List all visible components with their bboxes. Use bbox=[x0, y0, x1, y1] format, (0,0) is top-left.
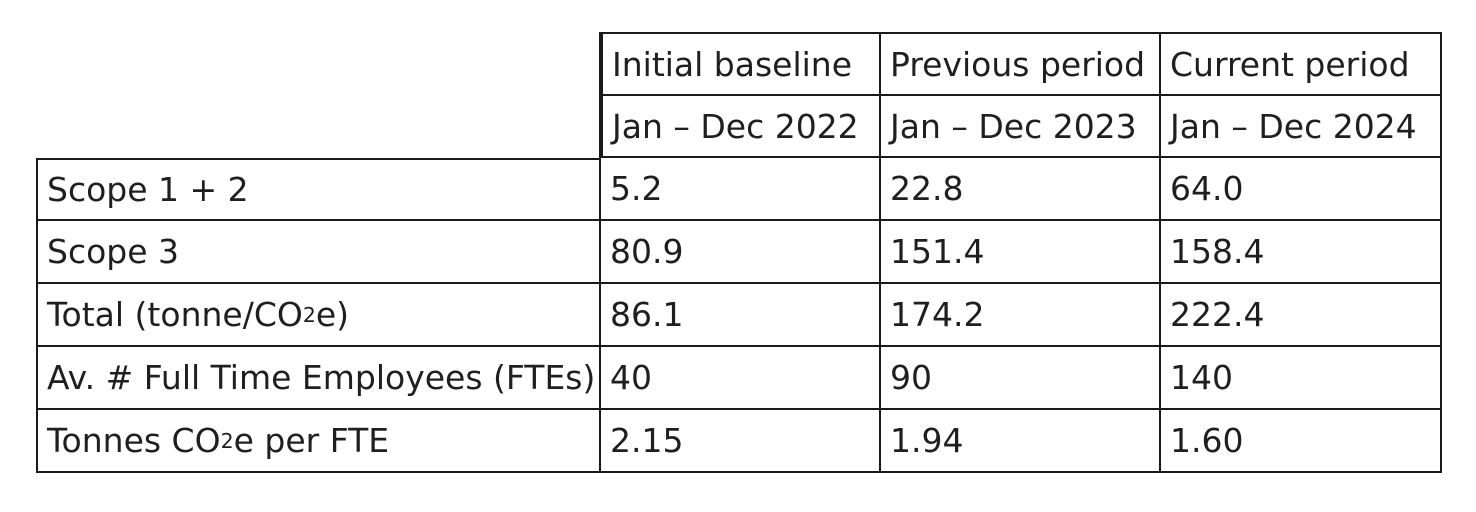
row-label-per-fte-suffix: e per FTE bbox=[233, 421, 390, 460]
cell-total-baseline: 86.1 bbox=[601, 284, 881, 347]
cell-scope-1-2-current: 64.0 bbox=[1161, 158, 1442, 221]
row-label-scope-1-2: Scope 1 + 2 bbox=[36, 158, 601, 221]
cell-scope-1-2-previous: 22.8 bbox=[881, 158, 1161, 221]
row-label-total-suffix: e) bbox=[315, 295, 350, 334]
cell-ftes-previous: 90 bbox=[881, 347, 1161, 410]
column-period-previous: Jan – Dec 2023 bbox=[881, 96, 1161, 158]
emissions-table: Initial baseline Previous period Current… bbox=[36, 32, 1442, 476]
row-label-total-text: Total (tonne/CO bbox=[47, 295, 303, 334]
column-header-previous: Previous period bbox=[881, 32, 1161, 96]
cell-total-previous: 174.2 bbox=[881, 284, 1161, 347]
row-label-tonnes-per-fte: Tonnes CO 2 e per FTE bbox=[36, 410, 601, 473]
cell-scope-3-baseline: 80.9 bbox=[601, 221, 881, 284]
table-corner-blank bbox=[36, 96, 601, 158]
row-label-per-fte-text: Tonnes CO bbox=[47, 421, 221, 460]
column-period-baseline: Jan – Dec 2022 bbox=[601, 96, 881, 158]
cell-scope-1-2-baseline: 5.2 bbox=[601, 158, 881, 221]
row-label-ftes: Av. # Full Time Employees (FTEs) bbox=[36, 347, 601, 410]
cell-scope-3-current: 158.4 bbox=[1161, 221, 1442, 284]
row-label-total: Total (tonne/CO 2 e) bbox=[36, 284, 601, 347]
cell-scope-3-previous: 151.4 bbox=[881, 221, 1161, 284]
cell-ftes-baseline: 40 bbox=[601, 347, 881, 410]
column-header-baseline: Initial baseline bbox=[601, 32, 881, 96]
table-corner-blank bbox=[36, 32, 601, 96]
cell-ftes-current: 140 bbox=[1161, 347, 1442, 410]
row-label-scope-3: Scope 3 bbox=[36, 221, 601, 284]
column-header-current: Current period bbox=[1161, 32, 1442, 96]
cell-per-fte-previous: 1.94 bbox=[881, 410, 1161, 473]
cell-per-fte-current: 1.60 bbox=[1161, 410, 1442, 473]
cell-per-fte-baseline: 2.15 bbox=[601, 410, 881, 473]
column-period-current: Jan – Dec 2024 bbox=[1161, 96, 1442, 158]
cell-total-current: 222.4 bbox=[1161, 284, 1442, 347]
